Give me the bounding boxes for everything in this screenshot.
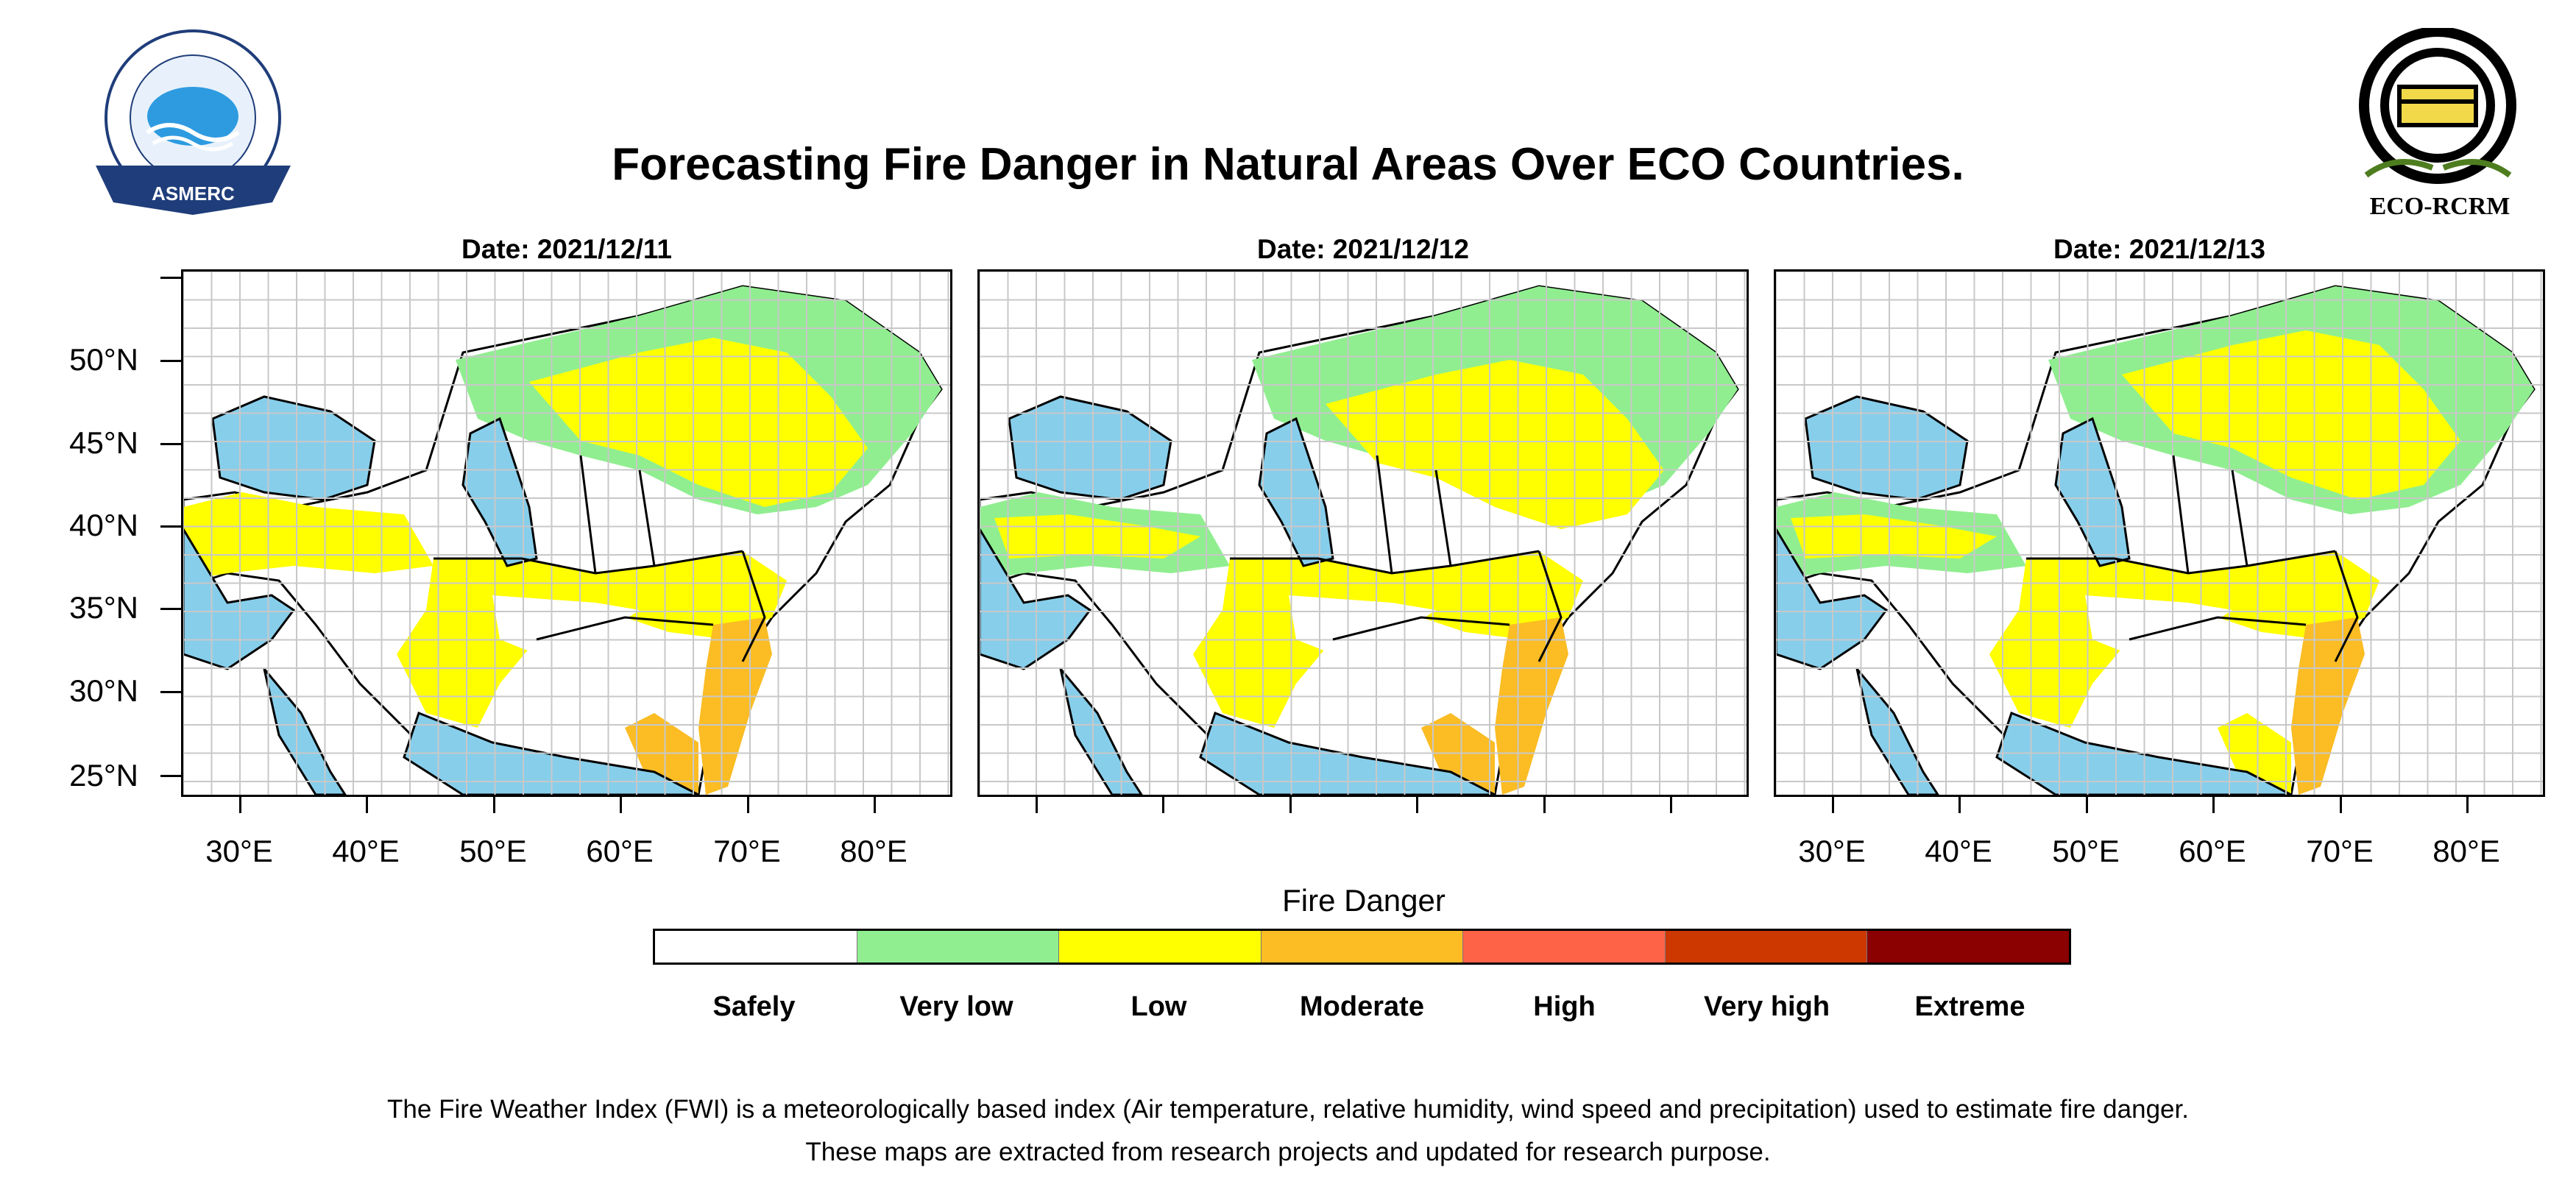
legend-swatch-very-high (1665, 931, 1868, 963)
legend-label-safely: Safely (712, 991, 796, 1022)
asmerc-emblem (96, 29, 291, 215)
y-tick-25n: 25°N (69, 758, 138, 793)
fire-danger-map-day-1 (181, 269, 952, 797)
persian-gulf-arabian-sea (1199, 712, 1496, 795)
y-tick-40n: 40°N (69, 508, 138, 542)
p1-x-tick-80e: 80°E (840, 834, 907, 868)
p3-x-tick-70e: 70°E (2306, 834, 2374, 868)
fire-danger-map-day-3 (1774, 269, 2545, 797)
x-tick-mark (1670, 797, 1672, 813)
caspian-sea (1258, 416, 1334, 567)
x-tick-mark (1162, 797, 1164, 813)
x-tick-mark (2340, 797, 2342, 813)
p1-x-tick-70e: 70°E (713, 834, 781, 868)
legend-swatch-moderate (1261, 931, 1464, 963)
eco-emblem (2359, 26, 2516, 184)
map-canvas (183, 272, 950, 795)
y-tick-35n: 35°N (69, 590, 138, 625)
x-tick-mark (1958, 797, 1961, 813)
p3-x-tick-80e: 80°E (2432, 834, 2500, 868)
fire-danger-map-day-2 (977, 269, 1749, 797)
footnote-fwi-description: The Fire Weather Index (FWI) is a meteor… (387, 1095, 2189, 1124)
panel-1-date: Date: 2021/12/11 (461, 234, 672, 264)
country-borders (434, 455, 766, 662)
caspian-sea (2054, 416, 2131, 567)
asmerc-logo-text: ASMERC (152, 182, 235, 205)
red-sea (1059, 668, 1143, 795)
red-sea (1855, 668, 1939, 795)
p3-x-tick-40e: 40°E (1925, 834, 1992, 868)
legend-swatch-extreme (1867, 931, 2070, 963)
y-tick-mark (160, 277, 181, 279)
legend-label-low: Low (1130, 991, 1187, 1022)
moderate-zone-pakistan (2291, 617, 2365, 795)
low-zone-north (2122, 330, 2460, 500)
p1-x-tick-60e: 60°E (586, 834, 654, 868)
eco-rcrm-label: ECO-RCRM (2369, 193, 2510, 220)
fire-danger-legend-bar (653, 929, 2071, 965)
x-tick-mark (1036, 797, 1038, 813)
y-tick-mark (160, 608, 181, 610)
legend-swatch-safely (655, 931, 857, 963)
x-tick-mark (2086, 797, 2088, 813)
legend-label-very-low: Very low (899, 991, 1013, 1022)
y-tick-mark (160, 775, 181, 777)
x-tick-mark (239, 797, 241, 813)
black-sea (1804, 395, 1969, 501)
x-tick-mark (2466, 797, 2469, 813)
p3-x-tick-30e: 30°E (1798, 834, 1866, 868)
moderate-zone-pakistan (1495, 617, 1568, 795)
x-tick-mark (1416, 797, 1418, 813)
legend-label-very-high: Very high (1703, 991, 1830, 1022)
panel-2-date: Date: 2021/12/12 (1257, 234, 1469, 264)
country-borders (1230, 455, 1563, 662)
x-tick-mark (1832, 797, 1834, 813)
y-tick-mark (160, 525, 181, 528)
low-zone-north (1326, 360, 1664, 529)
persian-gulf-arabian-sea (1995, 712, 2292, 795)
p1-x-tick-50e: 50°E (459, 834, 527, 868)
y-tick-mark (160, 691, 181, 693)
legend-title: Fire Danger (1282, 883, 1446, 918)
black-sea (211, 395, 376, 501)
legend-label-moderate: Moderate (1300, 991, 1424, 1022)
asmerc-logo: ASMERC (88, 22, 298, 221)
red-sea (263, 668, 347, 795)
legend-swatch-high (1463, 931, 1666, 963)
x-tick-mark (493, 797, 495, 813)
x-tick-mark (1289, 797, 1292, 813)
p3-x-tick-60e: 60°E (2179, 834, 2246, 868)
y-tick-mark (160, 443, 181, 445)
y-tick-45n: 45°N (69, 425, 138, 460)
map-canvas (1776, 272, 2543, 795)
x-tick-mark (2212, 797, 2215, 813)
x-tick-mark (366, 797, 368, 813)
y-tick-mark (160, 360, 181, 362)
persian-gulf-arabian-sea (403, 712, 699, 795)
map-canvas (980, 272, 1747, 795)
eco-rcrm-logo (2337, 26, 2539, 223)
p1-x-tick-30e: 30°E (205, 834, 273, 868)
x-tick-mark (874, 797, 876, 813)
legend-label-high: High (1533, 991, 1596, 1022)
y-tick-30n: 30°N (69, 673, 138, 708)
p3-x-tick-50e: 50°E (2052, 834, 2120, 868)
footnote-research-note: These maps are extracted from research p… (805, 1138, 1771, 1166)
country-borders (2026, 455, 2359, 662)
x-tick-mark (620, 797, 622, 813)
caspian-sea (461, 416, 538, 567)
black-sea (1008, 395, 1172, 501)
low-zone-north (529, 338, 868, 507)
panel-3-date: Date: 2021/12/13 (2053, 234, 2265, 264)
x-tick-mark (1543, 797, 1546, 813)
moderate-zone-pakistan (698, 617, 772, 795)
legend-swatch-very-low (857, 931, 1060, 963)
legend-label-extreme: Extreme (1914, 991, 2025, 1022)
p1-x-tick-40e: 40°E (332, 834, 400, 868)
x-tick-mark (747, 797, 749, 813)
legend-swatch-low (1059, 931, 1262, 963)
y-tick-50n: 50°N (69, 342, 138, 377)
page-title: Forecasting Fire Danger in Natural Areas… (612, 139, 1964, 190)
